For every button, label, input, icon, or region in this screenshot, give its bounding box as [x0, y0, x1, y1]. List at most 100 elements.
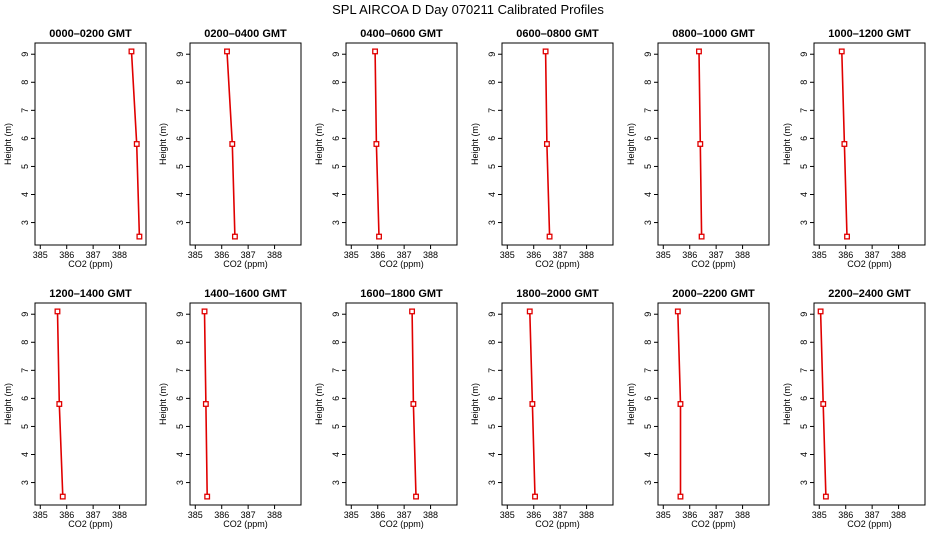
- panel-title: 0800–1000 GMT: [672, 28, 755, 40]
- data-point: [59, 493, 66, 500]
- y-tick-label: 8: [643, 80, 653, 85]
- x-axis-label: CO2 (ppm): [847, 259, 892, 269]
- x-axis-label: CO2 (ppm): [379, 259, 424, 269]
- profile-panel: 1000–1200 GMT 385 386 387 388 3 4 5 6 7 8 9 CO2 (ppm…: [782, 28, 926, 269]
- y-tick-label: 8: [487, 340, 497, 345]
- x-tick-label: 386: [214, 250, 229, 260]
- data-point: [542, 48, 549, 55]
- y-tick-label: 3: [799, 480, 809, 485]
- data-point: [698, 233, 705, 240]
- x-tick-label: 388: [891, 250, 906, 260]
- x-axis-label: CO2 (ppm): [68, 259, 113, 269]
- y-tick-label: 9: [20, 312, 30, 317]
- data-point: [202, 401, 209, 407]
- x-tick-label: 385: [33, 510, 48, 520]
- x-tick-label: 386: [682, 250, 697, 260]
- y-axis-label: Height (m): [470, 123, 480, 165]
- profile-panel: 0400–0600 GMT 385 386 387 388 3 4 5 6 7 8 9 CO2 (ppm…: [314, 28, 458, 269]
- y-tick-label: 9: [331, 312, 341, 317]
- y-tick-label: 4: [643, 192, 653, 197]
- x-tick-label: 388: [579, 250, 594, 260]
- data-point: [372, 48, 379, 55]
- x-tick-label: 388: [423, 250, 438, 260]
- profile-panel: 1400–1600 GMT 385 386 387 388 3 4 5 6 7 8 9 CO2 (ppm…: [158, 288, 302, 529]
- plot-frame: [657, 42, 770, 246]
- plot-frame: [501, 42, 614, 246]
- y-tick-label: 8: [175, 80, 185, 85]
- x-tick-label: 385: [812, 510, 827, 520]
- y-tick-label: 3: [331, 220, 341, 225]
- x-tick-label: 385: [500, 510, 515, 520]
- x-axis-label: CO2 (ppm): [223, 259, 268, 269]
- x-tick-label: 386: [682, 510, 697, 520]
- x-tick-label: 388: [112, 250, 127, 260]
- y-tick-label: 4: [331, 452, 341, 457]
- profile-panel: 2000–2200 GMT 385 386 387 388 3 4 5 6 7 8 9 CO2 (ppm…: [626, 288, 770, 529]
- profile-panel: 2200–2400 GMT 385 386 387 388 3 4 5 6 7 8 9 CO2 (ppm…: [782, 288, 926, 529]
- y-tick-label: 3: [643, 480, 653, 485]
- x-tick-label: 388: [267, 250, 282, 260]
- y-tick-label: 4: [175, 452, 185, 457]
- y-axis-label: Height (m): [314, 123, 324, 165]
- x-tick-label: 386: [370, 250, 385, 260]
- profile-panel: 0600–0800 GMT 385 386 387 388 3 4 5 6 7 8 9 CO2 (ppm…: [470, 28, 614, 269]
- data-point: [543, 141, 550, 147]
- data-point: [376, 233, 382, 240]
- x-tick-label: 385: [500, 250, 515, 260]
- y-tick-label: 5: [175, 424, 185, 429]
- y-axis-label: Height (m): [782, 123, 792, 165]
- y-tick-label: 9: [175, 52, 185, 57]
- plot-frame: [34, 302, 147, 506]
- x-tick-label: 385: [188, 510, 203, 520]
- y-tick-label: 7: [175, 108, 185, 113]
- data-point: [546, 233, 553, 240]
- y-tick-label: 4: [20, 192, 30, 197]
- x-tick-label: 387: [241, 510, 256, 520]
- x-tick-label: 386: [59, 250, 74, 260]
- panel-title: 0600–0800 GMT: [516, 28, 599, 40]
- data-point: [136, 233, 143, 240]
- y-tick-label: 7: [20, 108, 30, 113]
- y-tick-label: 9: [643, 52, 653, 57]
- figure-title: SPL AIRCOA D Day 070211 Calibrated Profi…: [332, 2, 604, 17]
- panel-title: 2200–2400 GMT: [828, 288, 911, 300]
- data-point: [224, 48, 230, 55]
- x-tick-label: 388: [735, 510, 750, 520]
- y-tick-label: 4: [331, 192, 341, 197]
- y-tick-label: 7: [175, 368, 185, 373]
- x-tick-label: 387: [553, 510, 568, 520]
- x-tick-label: 387: [397, 510, 412, 520]
- y-tick-label: 6: [487, 136, 497, 141]
- data-point: [54, 308, 61, 315]
- y-tick-label: 9: [331, 52, 341, 57]
- x-tick-label: 387: [709, 510, 724, 520]
- data-point: [526, 308, 533, 315]
- y-tick-label: 8: [20, 340, 30, 345]
- y-tick-label: 5: [331, 164, 341, 169]
- x-tick-label: 388: [423, 510, 438, 520]
- y-tick-label: 7: [487, 368, 497, 373]
- x-tick-label: 386: [526, 510, 541, 520]
- plot-frame: [345, 302, 458, 506]
- profile-panel: 0200–0400 GMT 385 386 387 388 3 4 5 6 7 8 9 CO2 (ppm…: [158, 28, 302, 269]
- y-tick-label: 3: [799, 220, 809, 225]
- y-tick-label: 5: [487, 424, 497, 429]
- y-tick-label: 5: [20, 164, 30, 169]
- y-tick-label: 4: [487, 452, 497, 457]
- data-point: [822, 493, 829, 500]
- y-tick-label: 8: [331, 80, 341, 85]
- y-tick-label: 7: [20, 368, 30, 373]
- y-tick-label: 5: [20, 424, 30, 429]
- y-tick-label: 6: [175, 136, 185, 141]
- y-tick-label: 7: [487, 108, 497, 113]
- y-tick-label: 3: [331, 480, 341, 485]
- y-tick-label: 9: [487, 312, 497, 317]
- y-tick-label: 4: [20, 452, 30, 457]
- data-point: [231, 233, 238, 240]
- y-axis-label: Height (m): [782, 383, 792, 425]
- y-axis-label: Height (m): [626, 383, 636, 425]
- panel-title: 1800–2000 GMT: [516, 288, 599, 300]
- y-tick-label: 7: [331, 108, 341, 113]
- y-tick-label: 6: [799, 136, 809, 141]
